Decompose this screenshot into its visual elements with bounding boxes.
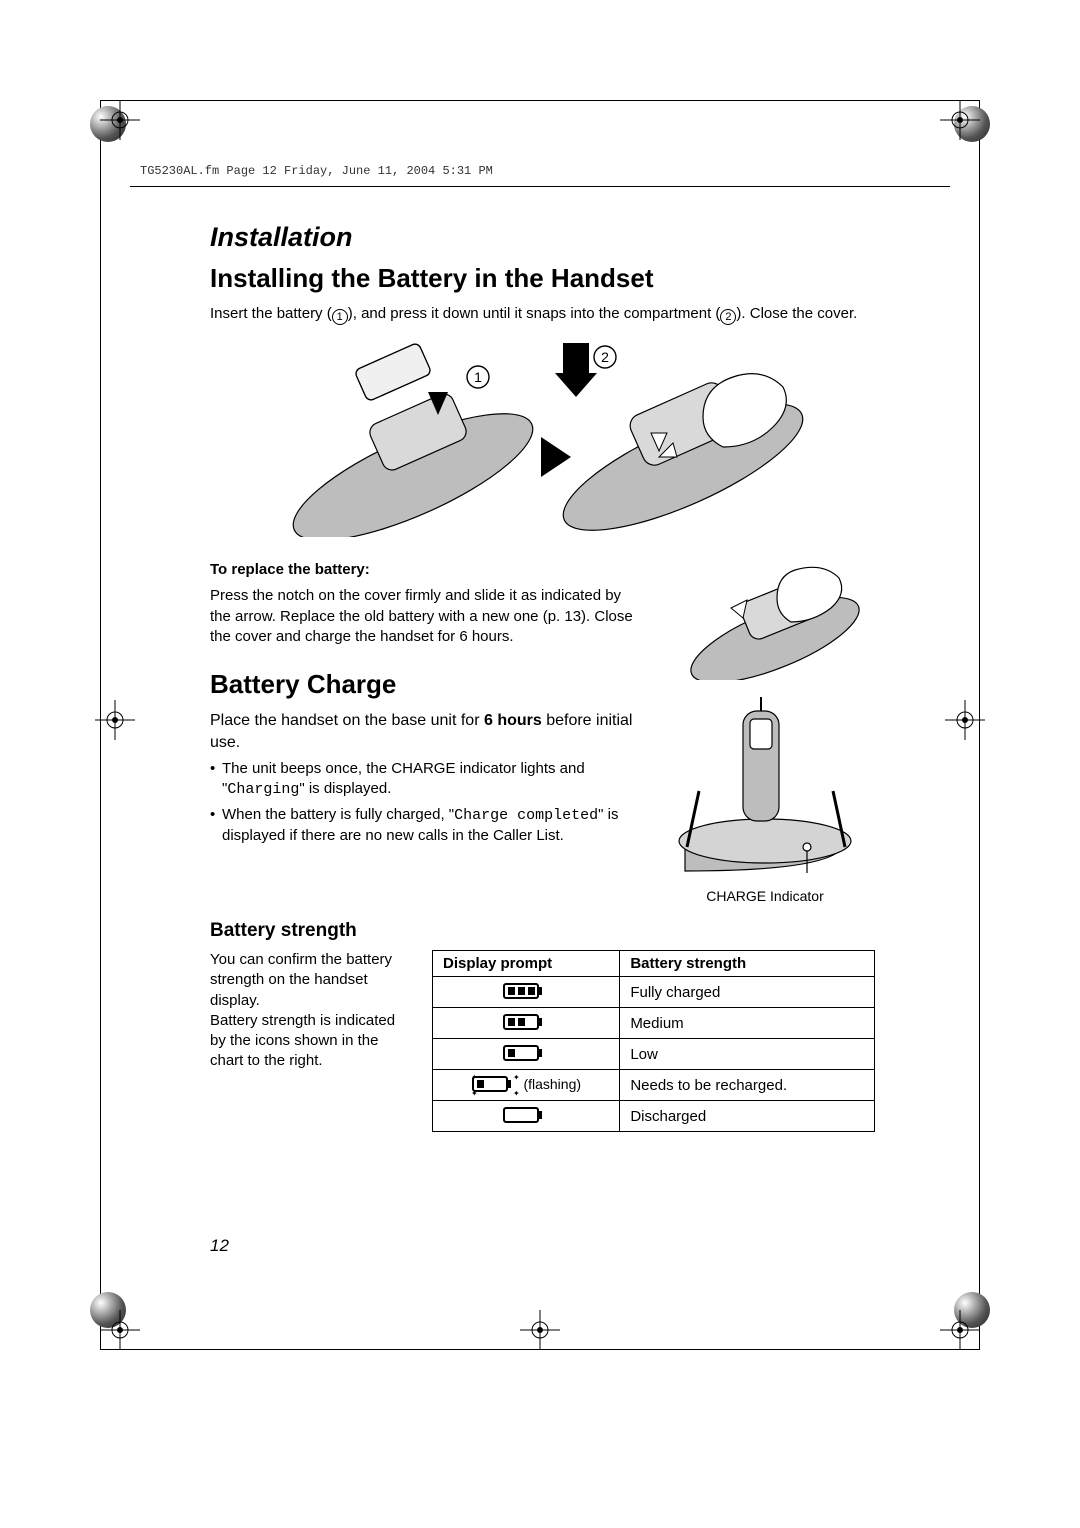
figure-open-cover xyxy=(665,560,865,680)
section-title: Installation xyxy=(210,222,875,253)
strength-row: You can confirm the battery strength on … xyxy=(210,950,875,1132)
header-meta: TG5230AL.fm Page 12 Friday, June 11, 200… xyxy=(140,164,493,178)
svg-text:✦: ✦ xyxy=(513,1089,519,1096)
registration-mark xyxy=(100,1310,140,1350)
figure-base-unit xyxy=(665,691,865,881)
table-row: Discharged xyxy=(433,1101,875,1132)
battery-label-cell: Discharged xyxy=(620,1101,875,1132)
battery-strength-table: Display prompt Battery strength Fully ch… xyxy=(432,950,875,1132)
registration-mark xyxy=(95,700,135,740)
replace-battery-block: To replace the battery: Press the notch … xyxy=(210,560,875,904)
charge-text-a: Place the handset on the base unit for xyxy=(210,712,484,729)
table-header-row: Display prompt Battery strength xyxy=(433,951,875,977)
charge-heading: Battery Charge xyxy=(210,669,637,700)
registration-mark xyxy=(945,700,985,740)
battery-icon-cell: ✦✦✦✦ (flashing) xyxy=(433,1070,620,1101)
install-text: Insert the battery (1), and press it dow… xyxy=(210,304,875,325)
step-2-icon: 2 xyxy=(720,309,736,325)
registration-mark xyxy=(100,100,140,140)
battery-icon-cell xyxy=(433,1008,620,1039)
registration-mark xyxy=(940,100,980,140)
svg-text:✦: ✦ xyxy=(513,1074,519,1082)
bullet2-pre: When the battery is fully charged, " xyxy=(222,806,454,823)
col-display-prompt: Display prompt xyxy=(433,951,620,977)
battery-label-cell: Needs to be recharged. xyxy=(620,1070,875,1101)
install-heading: Installing the Battery in the Handset xyxy=(210,263,875,294)
table-row: Medium xyxy=(433,1008,875,1039)
table-row: Fully charged xyxy=(433,977,875,1008)
charge-bullet-2: When the battery is fully charged, "Char… xyxy=(210,805,637,847)
table-row: ✦✦✦✦ (flashing)Needs to be recharged. xyxy=(433,1070,875,1101)
replace-heading: To replace the battery: xyxy=(210,560,637,580)
battery-label-cell: Fully charged xyxy=(620,977,875,1008)
battery-label-cell: Low xyxy=(620,1039,875,1070)
registration-mark xyxy=(520,1310,560,1350)
strength-heading: Battery strength xyxy=(210,920,875,942)
content-area: Installation Installing the Battery in t… xyxy=(210,222,875,1132)
header-rule xyxy=(130,186,950,187)
bullet1-code: Charging xyxy=(227,781,299,798)
install-text-mid: ), and press it down until it snaps into… xyxy=(348,305,721,322)
battery-label-cell: Medium xyxy=(620,1008,875,1039)
strength-text: You can confirm the battery strength on … xyxy=(210,950,410,1132)
step-1-icon: 1 xyxy=(332,309,348,325)
battery-icon-cell xyxy=(433,1039,620,1070)
battery-icon-cell xyxy=(433,1101,620,1132)
registration-mark xyxy=(940,1310,980,1350)
charge-text: Place the handset on the base unit for 6… xyxy=(210,710,637,753)
figure-install-battery: 1 2 xyxy=(210,337,875,542)
replace-text: Press the notch on the cover firmly and … xyxy=(210,586,637,647)
col-battery-strength: Battery strength xyxy=(620,951,875,977)
install-text-pre: Insert the battery ( xyxy=(210,305,332,322)
table-row: Low xyxy=(433,1039,875,1070)
charge-text-b: 6 hours xyxy=(484,712,542,729)
install-text-post: ). Close the cover. xyxy=(736,305,857,322)
battery-icon-cell xyxy=(433,977,620,1008)
charge-indicator-caption: CHARGE Indicator xyxy=(655,888,875,904)
bullet1-post: " is displayed. xyxy=(299,780,391,797)
svg-text:1: 1 xyxy=(474,369,482,385)
page-number: 12 xyxy=(210,1236,229,1256)
bullet2-code: Charge completed xyxy=(454,807,598,824)
charge-bullet-1: The unit beeps once, the CHARGE indicato… xyxy=(210,759,637,801)
charge-bullets: The unit beeps once, the CHARGE indicato… xyxy=(210,759,637,846)
svg-text:2: 2 xyxy=(601,349,609,365)
